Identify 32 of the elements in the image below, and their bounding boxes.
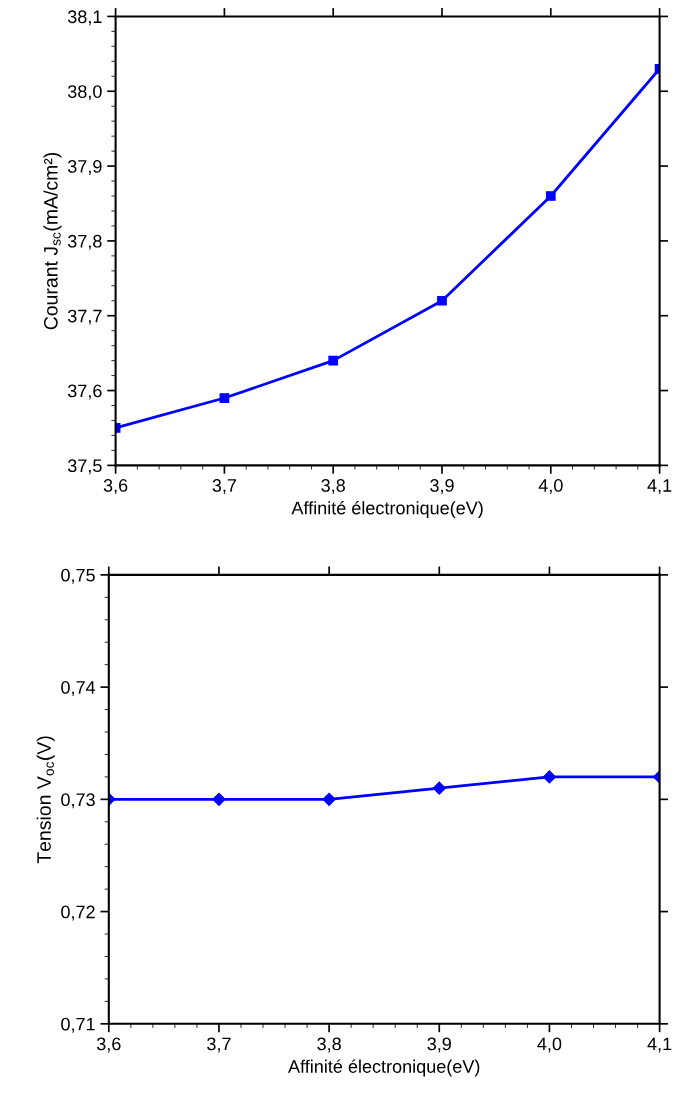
y-tick-label: 37,7 <box>67 309 102 325</box>
x-tick-label: 3,8 <box>317 1037 341 1053</box>
y-tick-label: 0,73 <box>61 793 95 809</box>
x-axis-title: Affinité électronique(eV) <box>291 500 483 518</box>
x-tick-label: 3,7 <box>207 1037 231 1053</box>
point <box>437 295 447 306</box>
y-tick-label: 0,72 <box>61 905 95 921</box>
point <box>545 191 556 201</box>
x-tick-label: 3,8 <box>321 479 345 494</box>
x-tick-label: 4,0 <box>538 479 563 494</box>
point <box>219 393 230 403</box>
x-tick-label: 4,0 <box>537 1037 562 1053</box>
x-tick-label: 3,9 <box>430 479 454 494</box>
y-tick-label: 37,9 <box>67 160 102 175</box>
y-tick-label: 0,71 <box>61 1017 95 1033</box>
x-tick-label: 3,6 <box>103 479 128 494</box>
y-tick-label: 37,8 <box>67 234 102 250</box>
y-tick-label: 38,0 <box>67 85 102 101</box>
y-tick-label: 37,5 <box>67 459 102 475</box>
y-axis-title: Tension V$_{oc}$(V) <box>36 736 55 864</box>
y-tick-label: 0,75 <box>61 568 95 584</box>
x-tick-label: 4,1 <box>647 1037 672 1053</box>
y-tick-label: 0,74 <box>61 681 96 696</box>
x-tick-label: 3,9 <box>427 1037 451 1053</box>
y-tick-label: 37,6 <box>67 384 102 400</box>
x-tick-label: 3,7 <box>212 479 237 494</box>
point <box>328 355 339 366</box>
x-tick-label: 4,1 <box>647 479 672 494</box>
y-tick-label: 38,1 <box>67 10 102 26</box>
y-axis-title: Courant J$_{sc}$(mA/cm²) <box>43 152 62 330</box>
x-axis-title: Affinité électronique(eV) <box>288 1059 480 1077</box>
x-tick-label: 3,6 <box>96 1037 121 1053</box>
